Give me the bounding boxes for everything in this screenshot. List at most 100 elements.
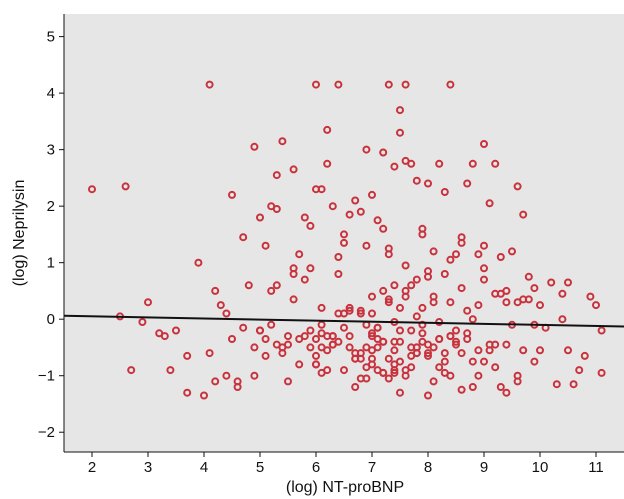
data-point bbox=[390, 360, 399, 369]
data-point bbox=[323, 159, 332, 168]
data-point bbox=[127, 366, 136, 375]
data-point bbox=[340, 230, 348, 239]
data-point bbox=[211, 377, 220, 386]
data-point bbox=[491, 159, 500, 168]
data-point bbox=[396, 326, 404, 335]
data-point bbox=[474, 346, 483, 355]
data-point bbox=[295, 360, 304, 369]
data-point bbox=[250, 371, 259, 380]
data-point bbox=[340, 366, 348, 375]
y-tick-label: −2 bbox=[38, 424, 55, 441]
data-point bbox=[412, 343, 421, 352]
data-point bbox=[452, 250, 460, 259]
data-point bbox=[384, 298, 393, 307]
data-point bbox=[261, 241, 270, 250]
data-point bbox=[368, 292, 376, 301]
data-point bbox=[575, 366, 584, 375]
data-point bbox=[435, 363, 444, 372]
data-point bbox=[440, 270, 449, 278]
data-point bbox=[244, 281, 253, 290]
data-point bbox=[468, 383, 477, 391]
data-point bbox=[328, 202, 337, 211]
x-axis-ticks: 2 3 4 5 6 7 8 9 10 11 bbox=[88, 452, 604, 476]
data-point bbox=[424, 340, 432, 349]
data-point bbox=[278, 137, 287, 146]
data-point bbox=[536, 301, 544, 310]
data-point bbox=[228, 190, 236, 199]
data-point bbox=[569, 380, 578, 389]
data-point bbox=[267, 320, 276, 329]
data-point bbox=[272, 171, 281, 180]
data-point bbox=[121, 182, 130, 191]
data-point bbox=[558, 315, 567, 324]
data-point bbox=[407, 281, 416, 290]
data-point bbox=[345, 306, 354, 315]
data-point bbox=[530, 284, 539, 293]
data-point bbox=[496, 253, 505, 261]
data-point bbox=[340, 323, 348, 332]
data-points bbox=[88, 80, 606, 400]
data-point bbox=[228, 335, 236, 343]
data-point bbox=[312, 360, 320, 369]
data-point bbox=[597, 368, 606, 377]
data-point bbox=[384, 80, 393, 89]
data-point bbox=[496, 383, 505, 391]
data-point bbox=[429, 377, 438, 386]
data-point bbox=[312, 185, 320, 194]
data-point bbox=[390, 368, 399, 377]
data-point bbox=[356, 309, 365, 318]
data-point bbox=[446, 298, 455, 307]
data-point bbox=[379, 368, 388, 377]
data-point bbox=[328, 332, 337, 341]
data-point bbox=[334, 80, 343, 89]
data-point bbox=[334, 253, 343, 261]
data-point bbox=[368, 190, 376, 199]
data-point bbox=[396, 303, 404, 312]
data-point bbox=[362, 145, 371, 154]
data-point bbox=[412, 312, 421, 321]
data-point bbox=[564, 346, 572, 355]
data-point bbox=[183, 351, 192, 360]
data-point bbox=[351, 354, 360, 363]
data-point bbox=[295, 250, 304, 259]
data-point bbox=[384, 354, 393, 363]
data-point bbox=[250, 142, 259, 151]
data-point bbox=[597, 326, 606, 335]
data-point bbox=[463, 335, 472, 343]
data-point bbox=[289, 295, 298, 304]
data-point bbox=[272, 205, 281, 213]
data-point bbox=[222, 309, 231, 318]
data-point bbox=[368, 354, 376, 363]
data-point bbox=[351, 196, 360, 205]
data-point bbox=[480, 241, 488, 250]
data-point bbox=[502, 340, 511, 349]
y-tick-label: 1 bbox=[47, 255, 55, 272]
data-point bbox=[256, 213, 264, 222]
data-point bbox=[390, 281, 399, 290]
x-axis-title: (log) NT-proBNP bbox=[286, 479, 404, 496]
data-point bbox=[435, 159, 444, 168]
data-point bbox=[160, 332, 169, 341]
data-point bbox=[457, 233, 466, 242]
data-point bbox=[440, 357, 449, 366]
data-point bbox=[396, 388, 404, 397]
data-point bbox=[222, 371, 231, 380]
data-point bbox=[373, 343, 382, 352]
data-point bbox=[496, 289, 505, 298]
data-point bbox=[340, 238, 348, 247]
y-axis-ticks: −2 −1 0 1 2 3 4 5 bbox=[38, 29, 64, 441]
data-point bbox=[368, 332, 376, 341]
data-point bbox=[424, 349, 432, 358]
data-point bbox=[317, 303, 326, 312]
data-point bbox=[424, 351, 432, 360]
data-point bbox=[345, 343, 354, 352]
x-tick-label: 5 bbox=[256, 459, 264, 476]
data-point bbox=[194, 258, 203, 267]
data-point bbox=[424, 267, 432, 276]
data-point bbox=[429, 292, 438, 301]
data-point bbox=[368, 309, 376, 318]
data-point bbox=[491, 363, 500, 372]
data-point bbox=[312, 335, 320, 343]
data-point bbox=[384, 244, 393, 253]
